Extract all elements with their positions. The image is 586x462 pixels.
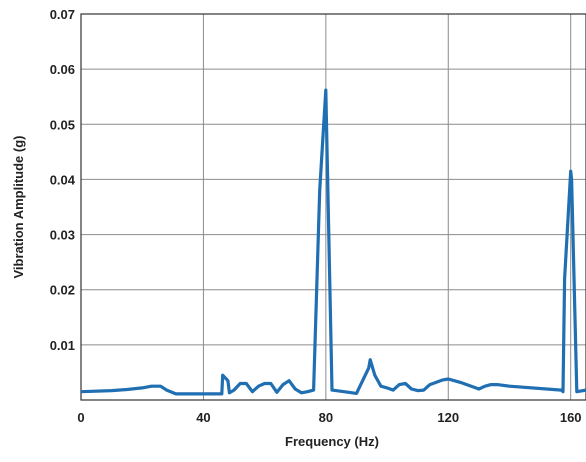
y-tick-label: 0.04 bbox=[50, 172, 76, 187]
y-tick-label: 0.05 bbox=[50, 117, 75, 132]
x-axis-label: Frequency (Hz) bbox=[285, 434, 379, 449]
y-tick-label: 0.01 bbox=[50, 338, 75, 353]
y-axis-label: Vibration Amplitude (g) bbox=[11, 136, 26, 279]
plot-area-frame bbox=[80, 13, 586, 401]
grid bbox=[81, 14, 586, 400]
x-tick-label: 160 bbox=[560, 410, 582, 425]
x-tick-label: 0 bbox=[77, 410, 84, 425]
y-tick-label: 0.06 bbox=[50, 62, 75, 77]
y-tick-label: 0.03 bbox=[50, 228, 75, 243]
series-layer bbox=[80, 88, 586, 396]
tick-labels: 0 40 80 120 160 0.01 0.02 0.03 0.04 0.05 0.06 0.07 bbox=[50, 7, 582, 425]
x-tick-label: 40 bbox=[196, 410, 210, 425]
y-tick-label: 0.02 bbox=[50, 283, 75, 298]
x-tick-label: 120 bbox=[437, 410, 459, 425]
y-tick-label: 0.07 bbox=[50, 7, 75, 22]
x-tick-label: 80 bbox=[319, 410, 333, 425]
series-line bbox=[80, 88, 586, 396]
